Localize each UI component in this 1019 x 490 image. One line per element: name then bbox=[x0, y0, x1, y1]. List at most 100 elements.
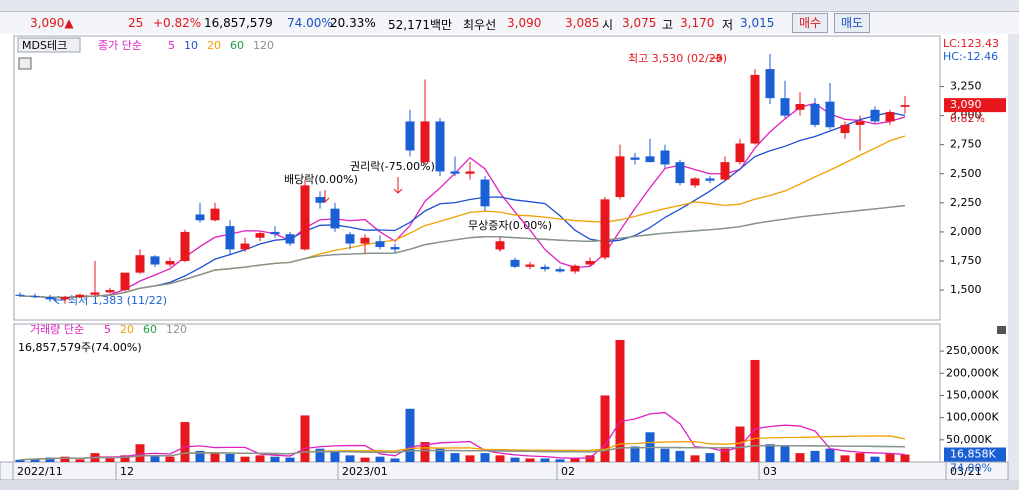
ma-line bbox=[19, 204, 906, 299]
candle-body bbox=[705, 178, 715, 181]
candle-body bbox=[345, 234, 355, 244]
candle-body bbox=[870, 109, 880, 122]
volume-ma-period: 120 bbox=[166, 323, 187, 336]
candle-body bbox=[510, 259, 520, 267]
candle-body bbox=[660, 150, 670, 165]
candle-body bbox=[555, 269, 565, 272]
x-tick-label: 2023/01 bbox=[342, 465, 388, 478]
turnover: 20.33% bbox=[330, 16, 376, 30]
candle-body bbox=[675, 162, 685, 184]
candle-body bbox=[75, 294, 85, 298]
y-tick-label: 2,500 bbox=[950, 167, 982, 180]
volume-bar bbox=[420, 442, 430, 462]
ask: 3,090 bbox=[507, 16, 542, 30]
volume-bar bbox=[15, 459, 25, 462]
high: 3,170 bbox=[680, 16, 715, 30]
candle-body bbox=[15, 294, 25, 296]
volume-info: 16,857,579주(74.00%) bbox=[18, 341, 142, 354]
candle-body bbox=[630, 157, 640, 160]
volume-bar bbox=[45, 457, 55, 462]
ma-period: 10 bbox=[184, 39, 198, 52]
candle-body bbox=[375, 241, 385, 248]
buy-button[interactable]: 매수 bbox=[792, 13, 829, 33]
x-axis bbox=[0, 461, 1009, 481]
candle-body bbox=[435, 121, 445, 172]
candle-body bbox=[255, 233, 265, 238]
candle-body bbox=[315, 197, 325, 203]
ma-period: 5 bbox=[168, 39, 175, 52]
bid: 3,085 bbox=[565, 16, 600, 30]
ma-label: 종가 단순 bbox=[98, 39, 142, 52]
volume-bar bbox=[660, 448, 670, 462]
x-tick-label: 02 bbox=[561, 465, 575, 478]
last-pct: 0.82% bbox=[950, 112, 985, 125]
pane-button[interactable] bbox=[997, 326, 1006, 334]
v-tick-label: 50,000K bbox=[946, 433, 992, 446]
candle-body bbox=[795, 103, 805, 110]
candle-body bbox=[90, 292, 100, 295]
v-tick-label: 250,000K bbox=[946, 344, 999, 357]
volume-bar bbox=[885, 453, 895, 462]
volume-bar bbox=[375, 456, 385, 462]
volume-bar bbox=[255, 455, 265, 462]
volume-bar bbox=[870, 456, 880, 462]
change: 25 bbox=[128, 16, 144, 30]
volume-bar bbox=[345, 455, 355, 462]
sell-button[interactable]: 매도 bbox=[834, 13, 871, 33]
volume-bar bbox=[360, 457, 370, 462]
candle-body bbox=[720, 162, 730, 180]
candle-body bbox=[540, 266, 550, 270]
candle-body bbox=[360, 237, 370, 244]
volume-bar bbox=[585, 455, 595, 462]
candle-body bbox=[495, 241, 505, 250]
v-tick-label: 200,000K bbox=[946, 366, 999, 379]
candle-body bbox=[450, 171, 460, 174]
candle-body bbox=[525, 264, 535, 267]
candle-body bbox=[885, 112, 895, 122]
candle-body bbox=[195, 214, 205, 221]
volume-bar bbox=[390, 458, 400, 462]
grid-icon bbox=[18, 57, 32, 70]
volume-bar bbox=[900, 454, 910, 462]
candle-body bbox=[570, 265, 580, 272]
y-tick-label: 2,000 bbox=[950, 225, 982, 238]
volume-bar bbox=[840, 455, 850, 462]
volume-bar bbox=[810, 450, 820, 462]
candle-body bbox=[240, 243, 250, 250]
candle-body bbox=[405, 121, 415, 151]
candle-body bbox=[210, 208, 220, 221]
candle-body bbox=[900, 105, 910, 107]
volume-bar bbox=[225, 454, 235, 462]
candle-body bbox=[690, 178, 700, 186]
candle-body bbox=[480, 179, 490, 207]
annotation-rights: 권리락(-75.00%) bbox=[350, 160, 435, 173]
x-tick-label: 03/21 bbox=[950, 465, 982, 478]
open-label: 시 bbox=[602, 18, 614, 32]
y-tick-label: 2,250 bbox=[950, 196, 982, 209]
volume-bar bbox=[120, 455, 130, 462]
volume-bar bbox=[195, 450, 205, 462]
ma-line bbox=[19, 411, 906, 461]
volume-bar bbox=[720, 448, 730, 462]
candle-body bbox=[585, 261, 595, 265]
volume-bar bbox=[315, 448, 325, 462]
volume-bar bbox=[30, 458, 40, 462]
y-tick-label: 3,250 bbox=[950, 80, 982, 93]
volume-bar bbox=[525, 458, 535, 462]
candle-body bbox=[465, 171, 475, 174]
y-tick-label: 2,750 bbox=[950, 138, 982, 151]
volume-bar bbox=[495, 455, 505, 462]
volume-bar bbox=[165, 456, 175, 462]
volume-ma-period: 5 bbox=[104, 323, 111, 336]
volume-bar bbox=[300, 415, 310, 462]
ma-line bbox=[19, 102, 906, 299]
last-volume-box bbox=[944, 447, 1006, 462]
status-bar bbox=[0, 480, 1019, 490]
candle-body bbox=[120, 272, 130, 291]
hc-label: HC:-12.46 bbox=[943, 50, 998, 63]
volume-bar bbox=[240, 456, 250, 462]
x-tick-label: 03 bbox=[763, 465, 777, 478]
volume-ma-period: 20 bbox=[120, 323, 134, 336]
candle-body bbox=[810, 103, 820, 125]
volume-bar bbox=[405, 408, 415, 462]
